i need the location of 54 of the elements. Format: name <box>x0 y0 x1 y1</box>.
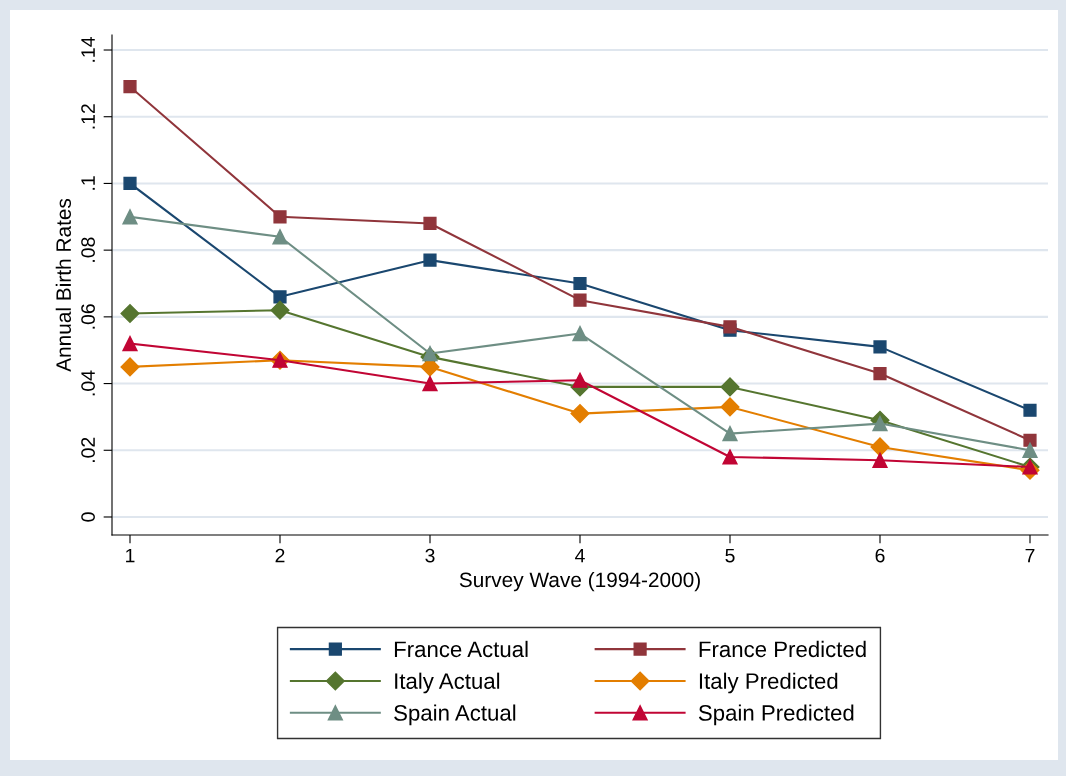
x-tick-label: 1 <box>126 548 135 563</box>
point <box>573 276 587 291</box>
point <box>1023 433 1037 447</box>
x-axis-title: Survey Wave (1994-2000) <box>459 571 700 592</box>
y-tick-label: .1 <box>81 176 95 190</box>
x-tick-label: 7 <box>1025 548 1035 563</box>
y-tick-label: .14 <box>81 37 95 62</box>
legend-label: Spain Actual <box>394 704 516 726</box>
y-tick-label: .12 <box>81 104 95 129</box>
point <box>722 449 738 465</box>
point <box>273 290 287 304</box>
point <box>270 300 290 320</box>
point <box>570 404 590 424</box>
legend-label: Italy Predicted <box>699 672 838 694</box>
point <box>422 375 438 392</box>
x-tick-label: 3 <box>425 548 435 563</box>
legend-label: France Predicted <box>699 640 866 658</box>
point <box>423 216 437 231</box>
point <box>720 397 740 417</box>
point <box>870 437 890 457</box>
y-tick-label: .04 <box>81 370 95 396</box>
point <box>573 293 587 307</box>
x-tick-label: 4 <box>575 548 585 563</box>
point <box>720 377 740 397</box>
y-tick-label: .02 <box>81 437 95 463</box>
point <box>423 253 437 267</box>
point <box>572 325 588 342</box>
point <box>873 366 887 381</box>
point <box>872 452 888 468</box>
point <box>1023 403 1037 417</box>
y-tick-label: 0 <box>81 512 95 522</box>
y-axis-title: Annual Birth Rates <box>55 198 72 372</box>
point <box>872 415 888 432</box>
y-tick-label: .08 <box>81 237 95 262</box>
y-tick-label: .06 <box>81 304 95 329</box>
x-tick-label: 5 <box>725 548 735 563</box>
point <box>122 335 138 352</box>
point <box>873 340 887 354</box>
legend-label: France Actual <box>394 640 528 658</box>
point <box>273 210 287 224</box>
point <box>422 345 438 362</box>
point <box>123 80 137 94</box>
point <box>1022 442 1038 458</box>
point <box>123 176 137 191</box>
legend-label: Italy Actual <box>395 672 500 694</box>
point <box>272 229 288 245</box>
legend-label: Spain Predicted <box>698 704 854 726</box>
x-tick-label: 2 <box>275 548 285 563</box>
x-tick-label: 6 <box>875 548 885 563</box>
point <box>122 209 138 225</box>
point <box>120 357 140 377</box>
point <box>572 372 588 388</box>
point <box>722 425 738 442</box>
point <box>120 303 140 324</box>
